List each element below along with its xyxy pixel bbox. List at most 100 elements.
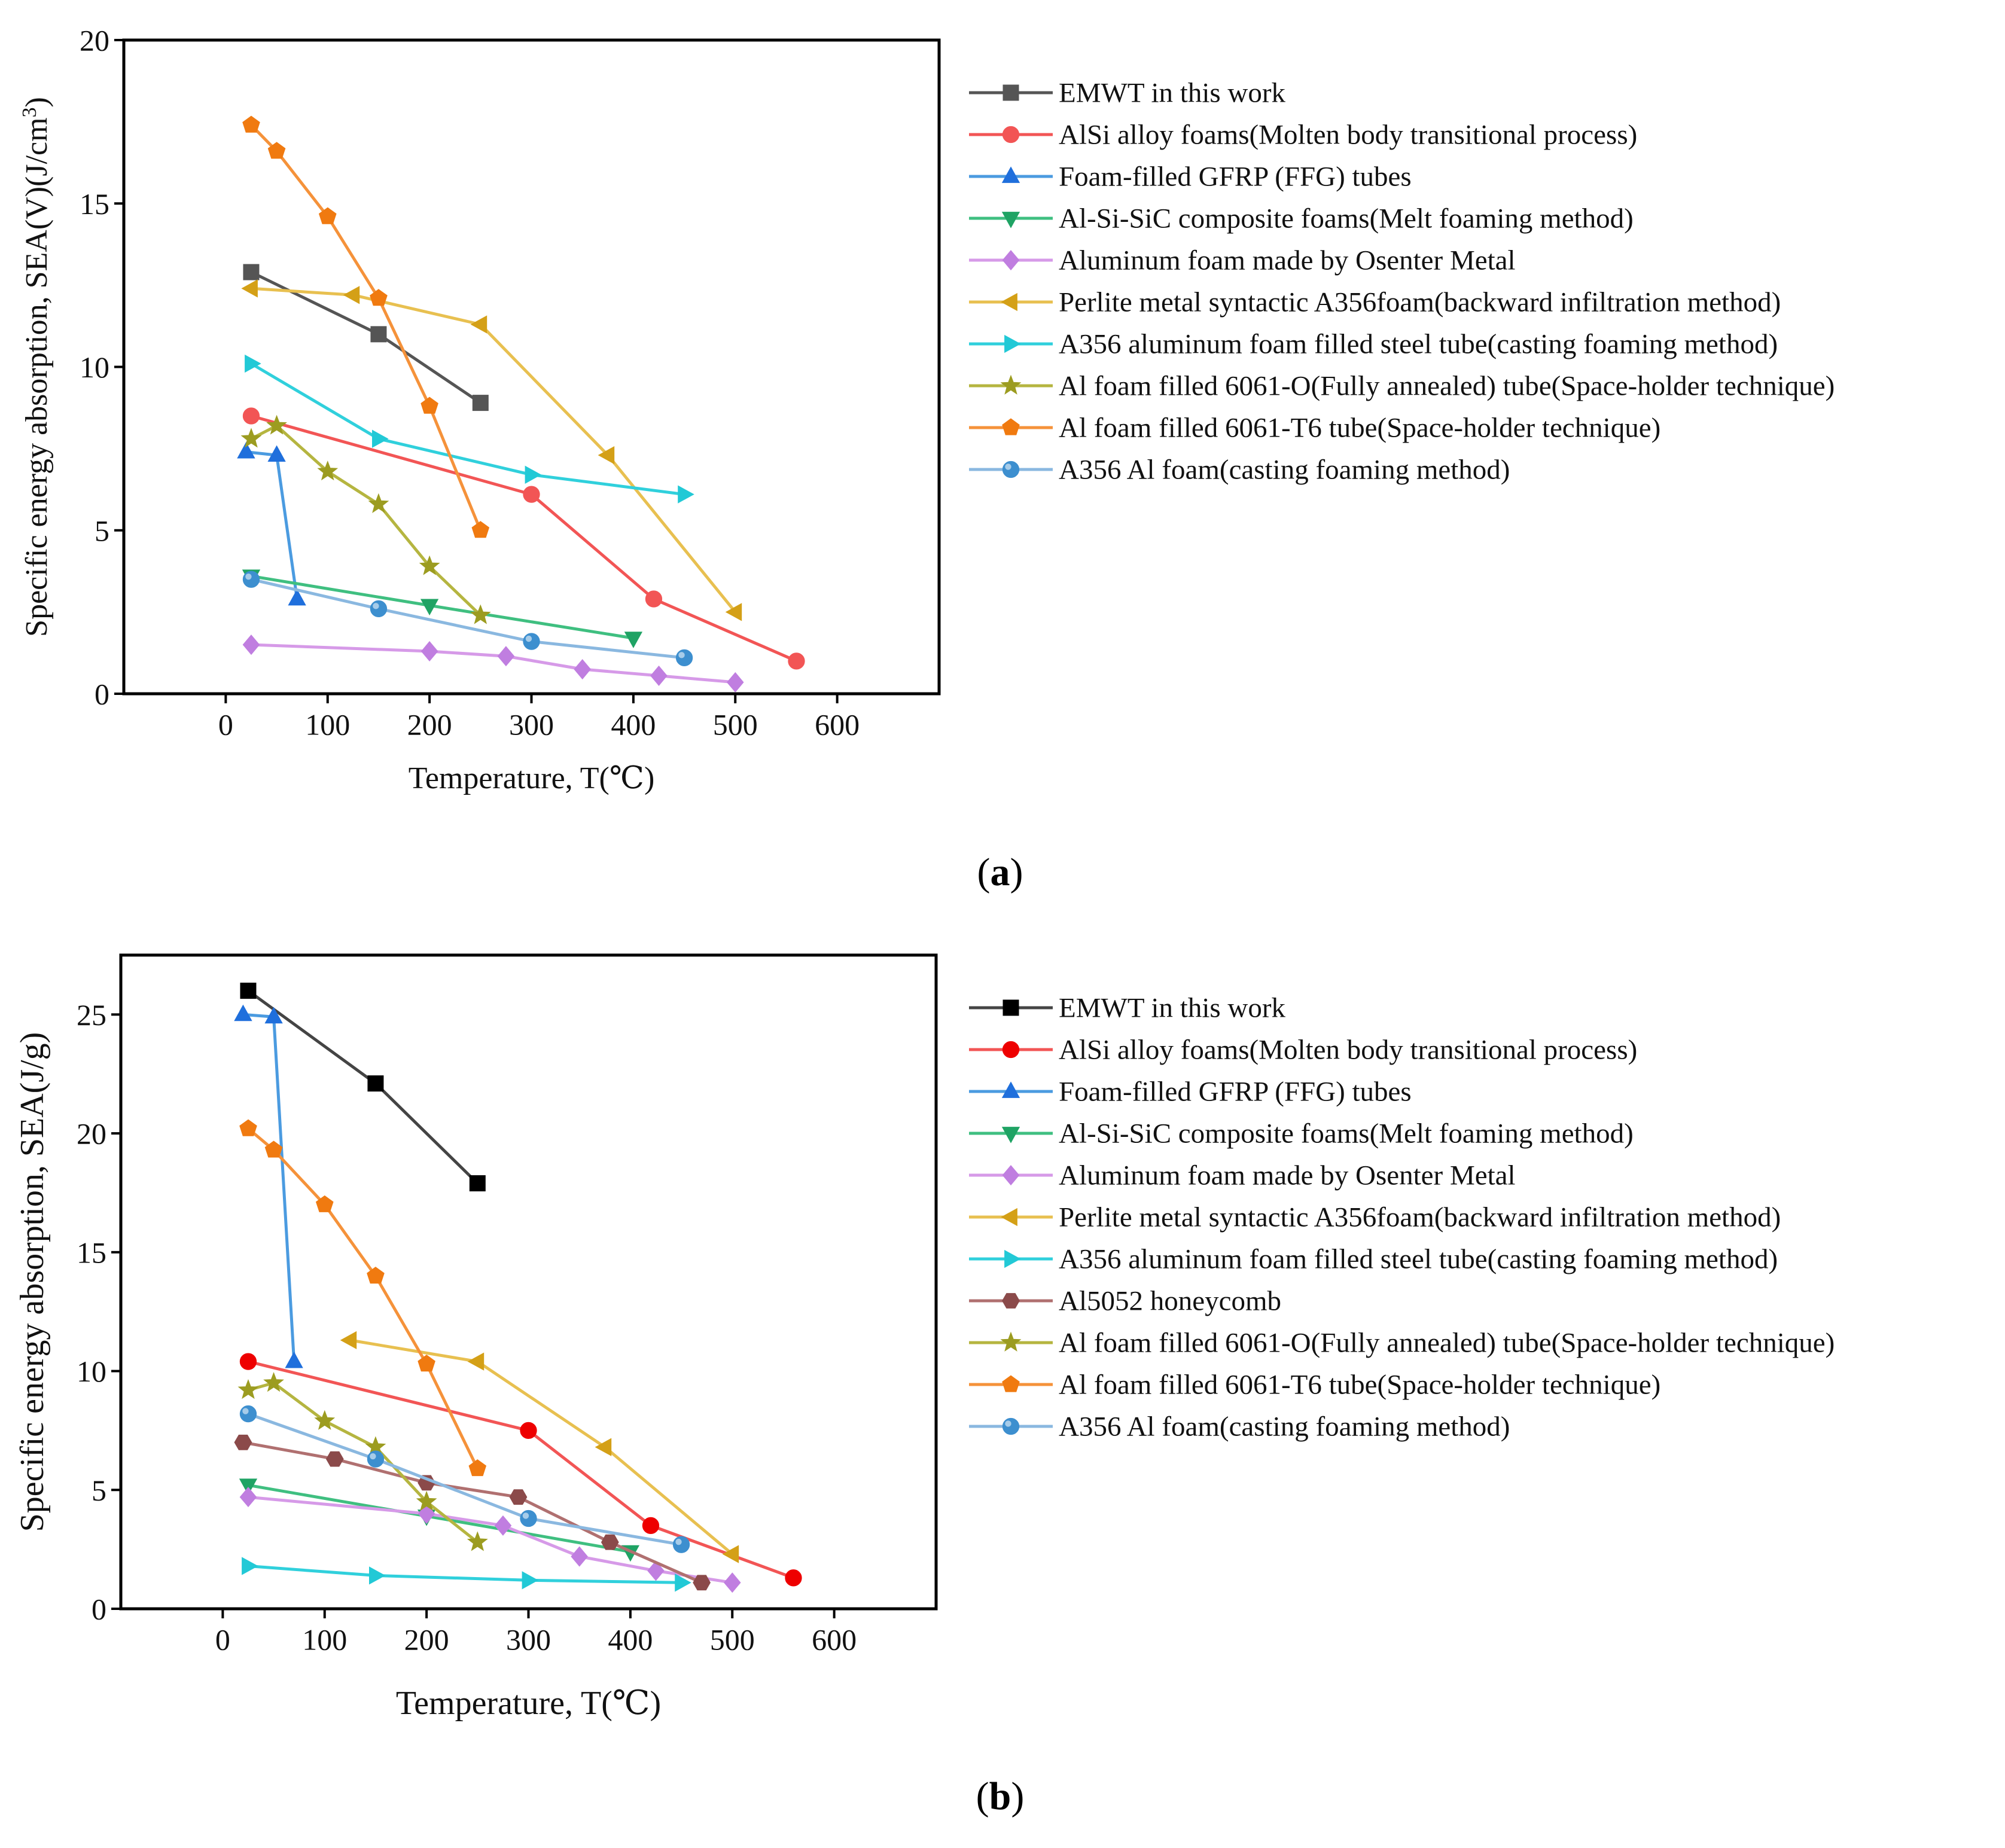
data-point	[237, 1379, 259, 1399]
series-line	[248, 1495, 733, 1584]
data-point	[234, 1004, 252, 1021]
data-point	[467, 1352, 485, 1371]
legend-label: AlSi alloy foams(Molten body transitiona…	[1059, 120, 1637, 151]
data-point	[470, 604, 491, 624]
data-point	[240, 983, 257, 999]
legend-marker	[1002, 126, 1020, 144]
legend-marker	[1000, 1331, 1022, 1352]
x-tick-label: 0	[215, 1623, 230, 1657]
y-axis-title: Specific energy absorption, SEA(V)(J/cm3…	[19, 97, 54, 637]
data-point	[239, 1405, 257, 1423]
legend-label: EMWT in this work	[1059, 993, 1286, 1024]
data-point	[418, 1355, 435, 1372]
legend-label: Al-Si-SiC composite foams(Melt foaming m…	[1059, 1118, 1634, 1149]
data-point	[239, 1487, 257, 1508]
y-tick-label: 20	[80, 24, 109, 57]
series-line	[248, 1360, 794, 1579]
y-tick-label: 0	[92, 1593, 106, 1626]
legend-item: Al foam filled 6061-O(Fully annealed) tu…	[969, 1328, 1835, 1359]
data-point	[472, 395, 489, 411]
y-tick-label: 5	[95, 514, 109, 547]
legend-item: AlSi alloy foams(Molten body transitiona…	[969, 1035, 1637, 1066]
x-tick-label: 100	[302, 1623, 347, 1657]
data-point	[325, 1451, 344, 1467]
y-tick-label: 0	[95, 678, 109, 711]
data-point	[367, 1075, 384, 1092]
legend-marker	[1000, 374, 1022, 395]
panel-label-open: (	[976, 1774, 989, 1818]
data-point	[571, 1546, 588, 1567]
series-6	[241, 279, 742, 621]
data-point	[675, 1573, 691, 1592]
chart-panel-a: 0 100 200 300 400 500 600 0 5 10 15 20 Temperature, …	[19, 24, 1835, 895]
data-point	[416, 1490, 437, 1511]
data-point	[242, 1557, 258, 1575]
legend-label: Al5052 honeycomb	[1059, 1286, 1281, 1317]
series-line	[242, 1441, 703, 1584]
series-5	[239, 1487, 741, 1593]
x-tick-label: 200	[407, 708, 452, 742]
y-tick-label: 25	[77, 998, 106, 1032]
data-point	[723, 1572, 741, 1593]
x-tick-label: 600	[812, 1623, 857, 1657]
series-line	[251, 643, 736, 684]
legend-item: A356 Al foam(casting foaming method)	[969, 1411, 1510, 1443]
y-tick-label: 5	[92, 1474, 106, 1507]
legend-marker	[1002, 461, 1020, 478]
legend-item: Aluminum foam made by Osenter Metal	[969, 245, 1516, 276]
data-point	[367, 1266, 385, 1284]
data-point	[595, 1438, 612, 1456]
series-8	[240, 414, 491, 624]
legend-item: A356 Al foam(casting foaming method)	[969, 455, 1510, 486]
panel-label-open: (	[977, 850, 991, 894]
data-point	[263, 1372, 284, 1392]
chart-panel-b: 0 100 200 300 400 500 600 0 5 10 15 20 25 Temperature…	[14, 953, 1835, 1818]
series-line	[251, 286, 737, 613]
y-tick-label: 20	[77, 1117, 106, 1151]
legend-item: Al5052 honeycomb	[969, 1286, 1281, 1317]
x-axis-title: Temperature, T(℃)	[409, 761, 655, 795]
series-7	[242, 1557, 691, 1592]
data-point	[239, 1119, 257, 1136]
series-11	[239, 1405, 690, 1553]
legend-label: AlSi alloy foams(Molten body transitiona…	[1059, 1035, 1637, 1066]
data-point	[678, 485, 694, 504]
legend-label: Al foam filled 6061-O(Fully annealed) tu…	[1059, 1328, 1835, 1359]
legend-marker	[1002, 250, 1020, 271]
legend-label: Perlite metal syntactic A356foam(backwar…	[1059, 1202, 1781, 1233]
legend-marker	[1002, 1417, 1020, 1435]
data-point	[520, 1422, 537, 1440]
data-point	[467, 1531, 488, 1551]
legend-label: A356 aluminum foam filled steel tube(cas…	[1059, 329, 1778, 360]
legend-marker-highlight	[1005, 463, 1011, 470]
legend-marker	[1001, 166, 1020, 183]
data-point	[267, 445, 286, 462]
data-point	[317, 461, 339, 481]
data-point	[469, 1175, 486, 1192]
data-point	[240, 428, 262, 448]
legend-item: Aluminum foam made by Osenter Metal	[969, 1160, 1516, 1191]
data-point	[370, 289, 388, 306]
series-line	[248, 1412, 682, 1547]
data-point	[672, 1536, 690, 1553]
series-9	[242, 115, 490, 538]
legend-item: A356 aluminum foam filled steel tube(cas…	[969, 329, 1778, 360]
data-point	[315, 1195, 334, 1212]
data-point	[267, 142, 286, 159]
data-point	[624, 632, 643, 648]
series-line	[248, 1565, 682, 1584]
legend-marker	[1001, 292, 1017, 312]
series-2	[242, 407, 805, 670]
data-point-highlight	[678, 652, 685, 658]
legend-label: A356 Al foam(casting foaming method)	[1059, 1411, 1510, 1443]
legend-marker	[1002, 999, 1019, 1016]
legend-marker	[1004, 334, 1021, 353]
data-point	[522, 1571, 539, 1590]
x-tick-label: 400	[608, 1623, 653, 1657]
x-tick-label: 100	[305, 708, 350, 742]
panel-label-close: )	[1011, 1774, 1024, 1818]
x-tick-label: 400	[611, 708, 656, 742]
legend-label: A356 aluminum foam filled steel tube(cas…	[1059, 1244, 1778, 1275]
series-line	[243, 1013, 296, 1362]
y-axis-title-main: Specific energy absorption, SEA(J/g)	[14, 1032, 51, 1532]
